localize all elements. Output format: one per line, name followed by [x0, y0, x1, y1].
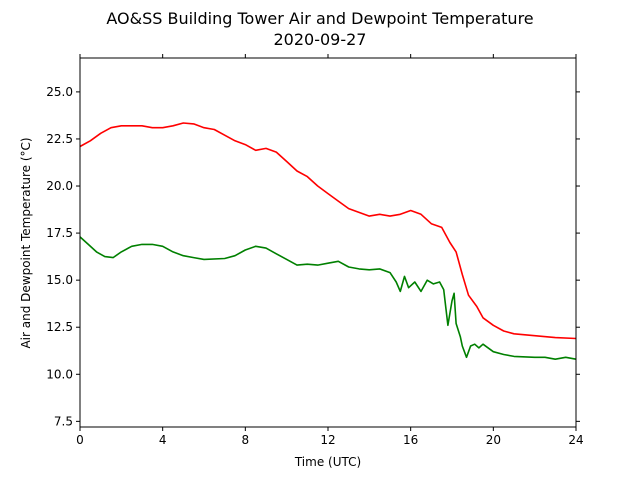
chart-subtitle: 2020-09-27: [274, 30, 367, 49]
y-tick-label-7: 25.0: [46, 85, 73, 99]
x-tick-label-2: 8: [242, 433, 250, 447]
y-tick-label-3: 15.0: [46, 273, 73, 287]
y-axis-label: Air and Dewpoint Temperature (°C): [19, 137, 33, 348]
series-line-0: [79, 122, 577, 340]
x-tick-label-3: 12: [320, 433, 335, 447]
x-tick-label-1: 4: [159, 433, 167, 447]
x-tick-label-6: 24: [568, 433, 583, 447]
x-tick-label-0: 0: [76, 433, 84, 447]
y-tick-label-1: 10.0: [46, 367, 73, 381]
x-tick-label-4: 16: [403, 433, 418, 447]
series-line-1: [79, 236, 577, 360]
y-tick-label-4: 17.5: [46, 226, 73, 240]
chart-title: AO&SS Building Tower Air and Dewpoint Te…: [106, 9, 533, 28]
y-tick-label-2: 12.5: [46, 320, 73, 334]
plot-area: 0 4 8 12 16 20 24 7.5 10.0 12.5 15.0 17.5 20.0 22.5 25…: [46, 54, 584, 447]
x-axis-label: Time (UTC): [294, 455, 361, 469]
y-tick-label-6: 22.5: [46, 132, 73, 146]
y-tick-label-0: 7.5: [54, 414, 73, 428]
x-tick-label-5: 20: [486, 433, 501, 447]
y-tick-label-5: 20.0: [46, 179, 73, 193]
